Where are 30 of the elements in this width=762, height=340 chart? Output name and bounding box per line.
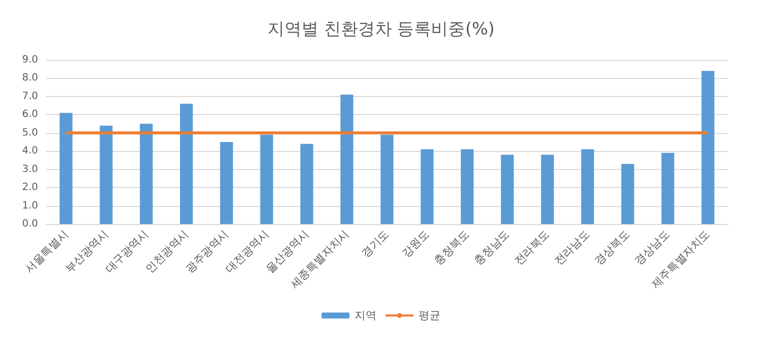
bar bbox=[661, 152, 674, 224]
bar bbox=[140, 124, 153, 224]
bar bbox=[460, 149, 474, 224]
legend-label: 평균 bbox=[418, 309, 440, 322]
legend-label: 지역 bbox=[354, 309, 376, 322]
y-tick-label: 9.0 bbox=[22, 54, 38, 66]
bar bbox=[621, 164, 634, 224]
y-tick-label: 1.0 bbox=[22, 200, 38, 212]
bar bbox=[300, 144, 314, 224]
bar bbox=[541, 154, 554, 224]
bar bbox=[60, 112, 72, 224]
bar bbox=[500, 154, 514, 224]
bar bbox=[420, 149, 434, 224]
y-tick-label: 7.0 bbox=[22, 90, 38, 102]
bar bbox=[100, 126, 113, 224]
bar bbox=[340, 94, 354, 224]
chart-title: 지역별 친환경차 등록비중(%) bbox=[267, 20, 495, 40]
bar bbox=[180, 104, 193, 224]
y-tick-label: 4.0 bbox=[22, 146, 38, 157]
y-tick-label: 5.0 bbox=[22, 127, 38, 138]
bar bbox=[220, 142, 233, 224]
y-tick-label: 8.0 bbox=[22, 72, 38, 84]
y-tick-label: 0.0 bbox=[22, 218, 38, 230]
y-tick-label: 6.0 bbox=[22, 109, 38, 120]
bar bbox=[581, 149, 594, 224]
bar bbox=[702, 70, 714, 224]
bar bbox=[380, 134, 394, 224]
y-tick-label: 3.0 bbox=[22, 164, 38, 175]
y-tick-label: 2.0 bbox=[22, 182, 38, 194]
bar bbox=[260, 134, 274, 224]
